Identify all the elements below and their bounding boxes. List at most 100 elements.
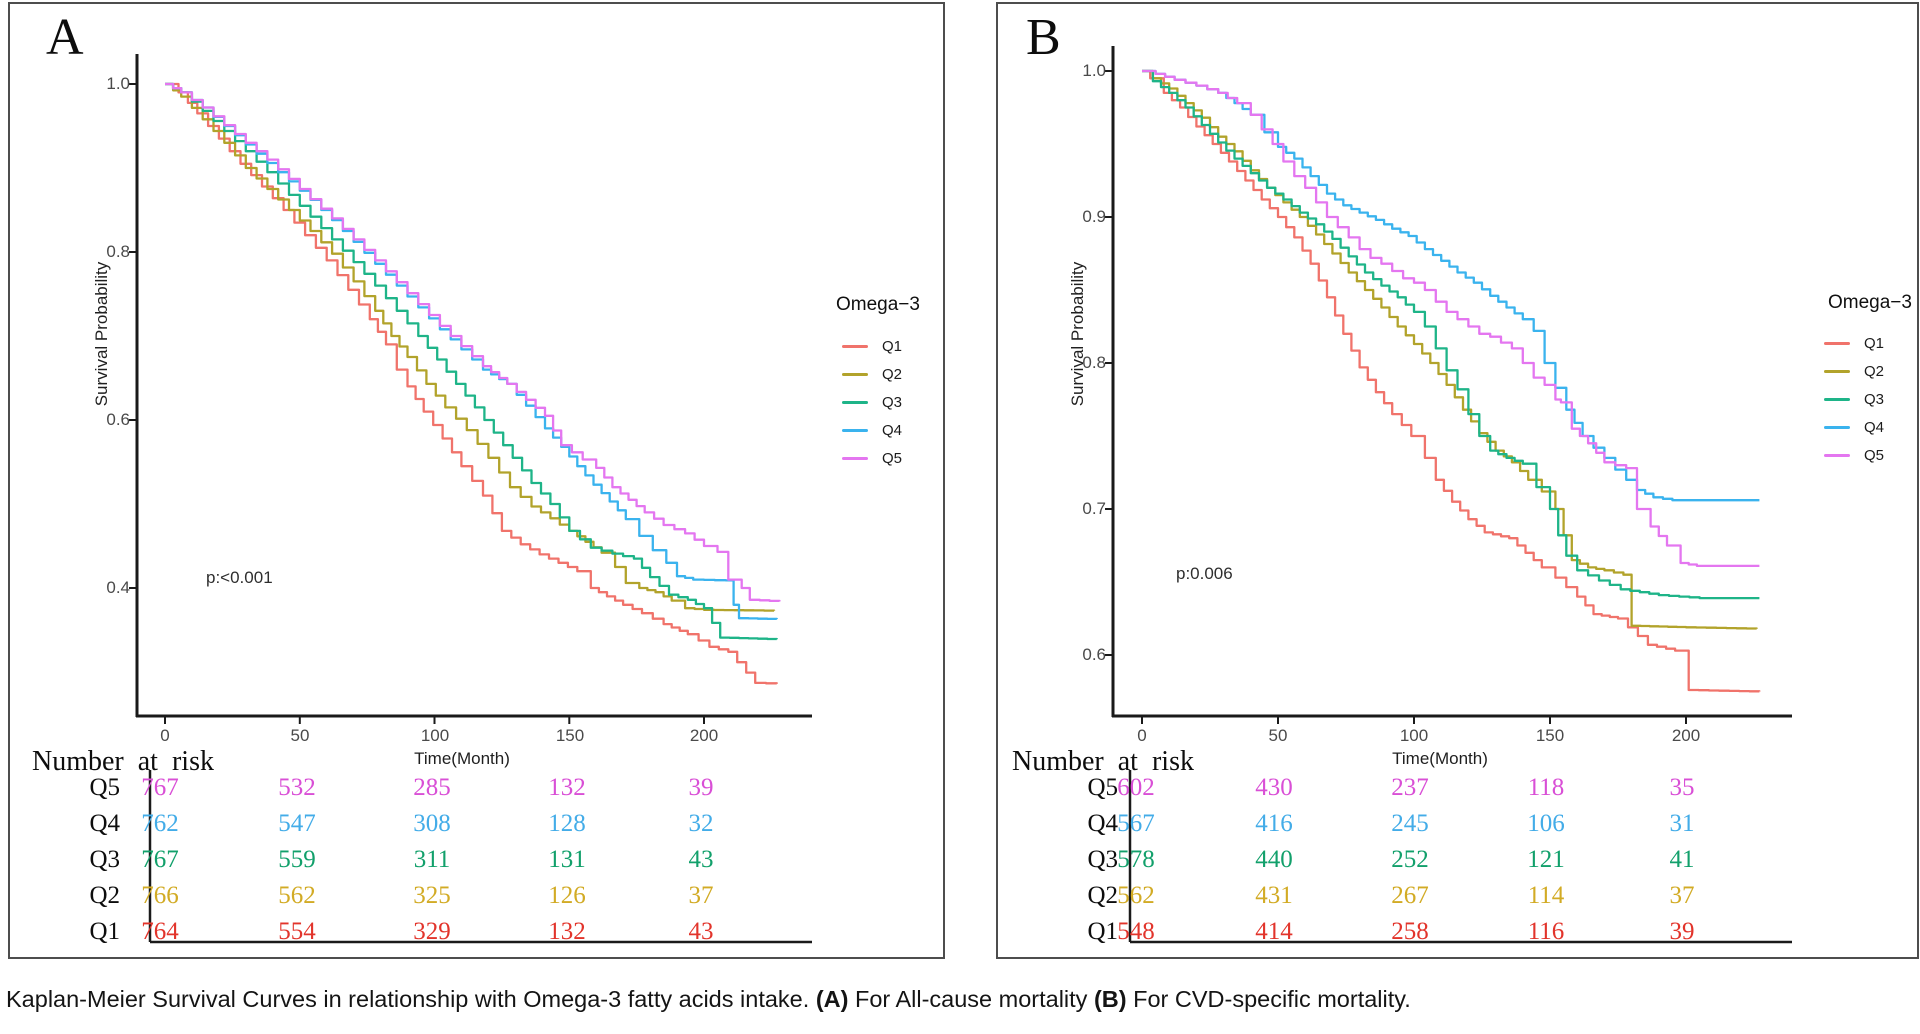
risk-count: 325 <box>413 882 451 909</box>
risk-count: 39 <box>1669 918 1695 945</box>
risk-count: 41 <box>1669 846 1695 873</box>
risk-count: 37 <box>688 882 714 909</box>
legend-item-q2: Q2 <box>842 365 932 383</box>
y-axis-title: Survival Probability <box>92 261 111 407</box>
legend-q2-line-swatch <box>842 373 868 376</box>
km-curve-q5 <box>1142 69 1760 568</box>
p-value: p:0.006 <box>1176 564 1233 583</box>
risk-group-label: Q5 <box>89 774 120 801</box>
x-axis-title: Time(Month) <box>414 749 510 768</box>
legend-title: Omega−3 <box>1828 292 1912 313</box>
km-curve-q2 <box>165 82 776 612</box>
x-tick-label: 50 <box>290 726 310 745</box>
risk-row-q5: Q5 602 430 237 118 35 <box>998 774 1917 806</box>
panel-letter-a: A <box>46 9 84 66</box>
number-at-risk-header: Number at risk <box>32 746 214 777</box>
caption-text: Kaplan-Meier Survival Curves in relation… <box>6 986 810 1012</box>
risk-row-q4: Q4 762 547 308 128 32 <box>10 810 943 842</box>
x-tick-label: 100 <box>1399 726 1429 745</box>
y-axis-title: Survival Probability <box>1068 261 1087 407</box>
x-axis-title: Time(Month) <box>1392 749 1488 768</box>
legend-q5-label: Q5 <box>882 450 903 467</box>
risk-count: 562 <box>278 882 316 909</box>
risk-row-q2: Q2 766 562 325 126 37 <box>10 882 943 914</box>
panel-a-all-cause: A 1.0 0.8 0.6 0.4 Survival Probability 0… <box>8 2 945 959</box>
risk-row-q4: Q4 567 416 245 106 31 <box>998 810 1917 842</box>
risk-count: 311 <box>413 846 451 873</box>
risk-count: 128 <box>548 810 586 837</box>
y-tick-label: 0.8 <box>106 242 130 261</box>
legend-q1-label: Q1 <box>882 338 903 355</box>
risk-count: 32 <box>688 810 714 837</box>
risk-count: 431 <box>1255 882 1293 909</box>
number-at-risk-header: Number at risk <box>1012 746 1194 777</box>
legend-q2-label: Q2 <box>1864 363 1885 380</box>
risk-group-label: Q5 <box>1087 774 1118 801</box>
risk-row-q1: Q1 764 554 329 132 43 <box>10 918 943 950</box>
x-tick-label: 0 <box>1137 726 1147 745</box>
y-tick-label: 0.7 <box>1082 499 1106 518</box>
legend-q3-line-swatch <box>1824 398 1850 401</box>
caption-b-marker: (B) <box>1093 986 1127 1012</box>
risk-row-q3: Q3 578 440 252 121 41 <box>998 846 1917 878</box>
y-tick-label: 0.6 <box>1082 645 1106 664</box>
legend-item-q1: Q1 <box>842 337 932 355</box>
risk-count: 440 <box>1255 846 1293 873</box>
km-curve-q4 <box>1142 69 1760 502</box>
risk-count: 114 <box>1527 882 1565 909</box>
risk-count: 31 <box>1669 810 1695 837</box>
risk-count: 121 <box>1527 846 1565 873</box>
risk-count: 126 <box>548 882 586 909</box>
risk-count: 602 <box>1117 774 1155 801</box>
risk-count: 329 <box>413 918 451 945</box>
y-tick-label: 0.9 <box>1082 207 1106 226</box>
km-curve-q1 <box>165 82 778 685</box>
panel-letter-b: B <box>1026 9 1061 66</box>
risk-count: 285 <box>413 774 451 801</box>
risk-count: 414 <box>1255 918 1293 945</box>
panel-b-cvd-specific: B 1.0 0.9 0.8 0.7 0.6 Survival Probabili… <box>996 2 1919 959</box>
risk-count: 252 <box>1391 846 1429 873</box>
km-curve-q3 <box>1142 69 1760 600</box>
risk-count: 764 <box>141 918 179 945</box>
risk-group-label: Q3 <box>1087 846 1118 873</box>
risk-count: 118 <box>1527 774 1565 801</box>
legend-q4-line-swatch <box>842 429 868 432</box>
y-tick-label: 0.8 <box>1082 353 1106 372</box>
risk-group-label: Q4 <box>1087 810 1118 837</box>
risk-count: 767 <box>141 774 179 801</box>
legend-title: Omega−3 <box>836 294 920 315</box>
x-tick-label: 200 <box>1671 726 1701 745</box>
risk-row-q1: Q1 548 414 258 116 39 <box>998 918 1917 950</box>
legend-item-q2: Q2 <box>1824 362 1914 380</box>
km-curve-q5 <box>165 82 781 603</box>
risk-row-q2: Q2 562 431 267 114 37 <box>998 882 1917 914</box>
risk-group-label: Q2 <box>89 882 120 909</box>
x-tick-label: 0 <box>160 726 170 745</box>
risk-count: 43 <box>688 918 714 945</box>
x-tick-label: 200 <box>689 726 719 745</box>
risk-group-label: Q2 <box>1087 882 1118 909</box>
legend-q3-label: Q3 <box>1864 391 1885 408</box>
legend-item-q4: Q4 <box>842 421 932 439</box>
y-tick-label: 1.0 <box>1082 61 1106 80</box>
legend-q4-label: Q4 <box>1864 419 1885 436</box>
risk-count: 416 <box>1255 810 1293 837</box>
y-tick-label: 0.6 <box>106 410 130 429</box>
risk-count: 578 <box>1117 846 1155 873</box>
y-tick-label: 1.0 <box>106 74 130 93</box>
legend-q2-line-swatch <box>1824 370 1850 373</box>
risk-count: 237 <box>1391 774 1429 801</box>
figure-caption: Kaplan-Meier Survival Curves in relation… <box>6 986 1411 1013</box>
caption-b-text: For CVD-specific mortality. <box>1133 986 1411 1012</box>
legend-q4-line-swatch <box>1824 426 1850 429</box>
risk-row-q3: Q3 767 559 311 131 43 <box>10 846 943 878</box>
legend-q1-label: Q1 <box>1864 335 1885 352</box>
km-curve-q4 <box>165 82 778 621</box>
risk-count: 245 <box>1391 810 1429 837</box>
legend-q4-label: Q4 <box>882 422 903 439</box>
p-value: p:<0.001 <box>206 568 273 587</box>
legend-q5-label: Q5 <box>1864 447 1885 464</box>
risk-count: 562 <box>1117 882 1155 909</box>
risk-count: 35 <box>1669 774 1695 801</box>
